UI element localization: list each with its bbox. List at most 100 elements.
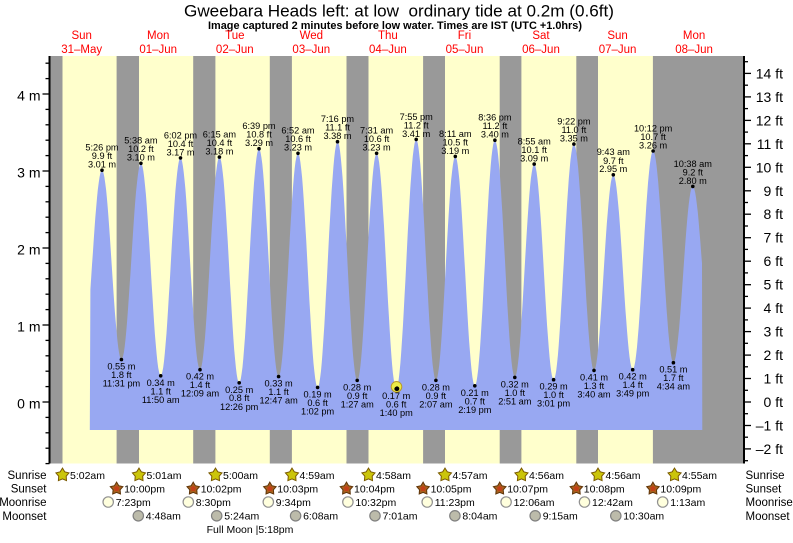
svg-text:Gweebara Heads left: at low o: Gweebara Heads left: at low ordinary tid… xyxy=(184,2,614,21)
svg-text:3.23 m: 3.23 m xyxy=(363,143,391,153)
svg-text:10.7 ft: 10.7 ft xyxy=(640,132,666,142)
svg-text:3.09 m: 3.09 m xyxy=(520,154,548,164)
svg-text:0.9 ft: 0.9 ft xyxy=(426,391,447,401)
svg-text:07–Jun: 07–Jun xyxy=(599,44,637,56)
svg-text:0.6 ft: 0.6 ft xyxy=(307,398,328,408)
svg-text:3.35 m: 3.35 m xyxy=(560,134,588,144)
svg-text:1.3 ft: 1.3 ft xyxy=(584,381,605,391)
svg-text:1.4 ft: 1.4 ft xyxy=(622,380,643,390)
svg-text:6 ft: 6 ft xyxy=(764,253,784,269)
svg-text:4:56am: 4:56am xyxy=(606,470,641,482)
svg-text:3:01 pm: 3:01 pm xyxy=(537,399,571,409)
svg-text:10.6 ft: 10.6 ft xyxy=(285,134,311,144)
svg-text:0.41 m: 0.41 m xyxy=(580,372,608,382)
svg-text:3.38 m: 3.38 m xyxy=(323,131,351,141)
svg-text:5:00am: 5:00am xyxy=(223,470,258,482)
svg-text:03–Jun: 03–Jun xyxy=(292,44,330,56)
svg-text:Moonrise: Moonrise xyxy=(746,497,793,509)
svg-text:10.2 ft: 10.2 ft xyxy=(128,144,154,154)
svg-text:0.51 m: 0.51 m xyxy=(659,365,687,375)
svg-text:7:23pm: 7:23pm xyxy=(116,497,151,509)
svg-text:10:03pm: 10:03pm xyxy=(277,484,318,496)
svg-text:Sunrise: Sunrise xyxy=(8,470,47,482)
svg-text:1:40 pm: 1:40 pm xyxy=(380,408,414,418)
svg-text:9:15am: 9:15am xyxy=(543,511,578,523)
svg-text:04–Jun: 04–Jun xyxy=(369,44,407,56)
svg-text:6:15 am: 6:15 am xyxy=(203,130,237,140)
svg-text:02–Jun: 02–Jun xyxy=(216,44,254,56)
svg-text:4:56am: 4:56am xyxy=(529,470,564,482)
svg-text:Mon: Mon xyxy=(683,30,705,42)
svg-text:12 ft: 12 ft xyxy=(756,112,783,128)
svg-text:–1 ft: –1 ft xyxy=(756,418,783,434)
svg-text:10:08pm: 10:08pm xyxy=(584,484,625,496)
svg-text:3 m: 3 m xyxy=(17,165,40,181)
svg-text:08–Jun: 08–Jun xyxy=(675,44,713,56)
svg-text:0.17 m: 0.17 m xyxy=(382,391,410,401)
svg-text:Sunset: Sunset xyxy=(11,484,48,496)
svg-text:0.33 m: 0.33 m xyxy=(265,379,293,389)
svg-text:4:48am: 4:48am xyxy=(146,511,181,523)
svg-text:8:36 pm: 8:36 pm xyxy=(478,113,512,123)
svg-text:9.2 ft: 9.2 ft xyxy=(683,167,704,177)
svg-text:0 ft: 0 ft xyxy=(764,394,784,410)
svg-text:7:31 am: 7:31 am xyxy=(360,126,394,136)
svg-text:Sun: Sun xyxy=(71,30,91,42)
svg-text:5:01am: 5:01am xyxy=(147,470,182,482)
svg-text:4:58am: 4:58am xyxy=(376,470,411,482)
svg-text:14 ft: 14 ft xyxy=(756,65,783,81)
svg-text:11:23pm: 11:23pm xyxy=(435,497,475,509)
svg-text:12:26 pm: 12:26 pm xyxy=(220,402,259,412)
svg-text:8:04am: 8:04am xyxy=(462,511,497,523)
svg-text:Thu: Thu xyxy=(378,30,398,42)
svg-text:11 ft: 11 ft xyxy=(757,136,783,152)
svg-text:2 m: 2 m xyxy=(17,242,40,258)
svg-text:11.2 ft: 11.2 ft xyxy=(482,121,507,131)
svg-text:2:51 am: 2:51 am xyxy=(498,396,532,406)
svg-text:10:12 pm: 10:12 pm xyxy=(634,123,673,133)
svg-text:4:57am: 4:57am xyxy=(453,470,488,482)
svg-text:11.2 ft: 11.2 ft xyxy=(404,120,429,130)
svg-text:Sunset: Sunset xyxy=(746,484,783,496)
svg-text:10:38 am: 10:38 am xyxy=(674,159,713,169)
svg-text:0.55 m: 0.55 m xyxy=(107,362,135,372)
svg-text:1.0 ft: 1.0 ft xyxy=(543,390,564,400)
svg-text:5:38 am: 5:38 am xyxy=(124,136,158,146)
svg-text:0.29 m: 0.29 m xyxy=(540,382,568,392)
svg-text:11:50 am: 11:50 am xyxy=(142,395,180,405)
svg-text:5 ft: 5 ft xyxy=(764,277,784,293)
svg-text:3.18 m: 3.18 m xyxy=(205,147,233,157)
svg-text:1:02 pm: 1:02 pm xyxy=(301,406,335,416)
svg-text:4:55am: 4:55am xyxy=(682,470,717,482)
svg-text:12:42am: 12:42am xyxy=(592,497,633,509)
svg-text:3:49 pm: 3:49 pm xyxy=(616,389,650,399)
svg-text:2:07 am: 2:07 am xyxy=(419,399,453,409)
svg-text:1:27 am: 1:27 am xyxy=(341,399,375,409)
svg-text:6:39 pm: 6:39 pm xyxy=(242,121,276,131)
svg-text:3.23 m: 3.23 m xyxy=(284,143,312,153)
svg-text:3.40 m: 3.40 m xyxy=(481,130,509,140)
svg-text:10:02pm: 10:02pm xyxy=(201,484,242,496)
svg-text:10.5 ft: 10.5 ft xyxy=(443,137,469,147)
svg-text:–2 ft: –2 ft xyxy=(756,441,783,457)
svg-text:1:13am: 1:13am xyxy=(670,497,705,509)
svg-text:Tue: Tue xyxy=(225,30,244,42)
svg-text:0.34 m: 0.34 m xyxy=(147,378,175,388)
svg-text:1 ft: 1 ft xyxy=(764,371,784,387)
svg-text:12:09 am: 12:09 am xyxy=(181,389,220,399)
svg-text:4:59am: 4:59am xyxy=(300,470,335,482)
svg-text:3.26 m: 3.26 m xyxy=(639,140,667,150)
svg-text:2.95 m: 2.95 m xyxy=(599,164,627,174)
svg-text:1.1 ft: 1.1 ft xyxy=(268,387,289,397)
svg-text:0.7 ft: 0.7 ft xyxy=(465,396,486,406)
svg-text:0.32 m: 0.32 m xyxy=(501,379,529,389)
svg-text:0 m: 0 m xyxy=(17,396,40,412)
svg-text:Mon: Mon xyxy=(147,30,169,42)
svg-text:Fri: Fri xyxy=(458,30,471,42)
svg-text:4:34 am: 4:34 am xyxy=(657,382,691,392)
svg-text:3.41 m: 3.41 m xyxy=(402,129,430,139)
svg-text:3.19 m: 3.19 m xyxy=(441,146,469,156)
svg-text:10.1 ft: 10.1 ft xyxy=(521,145,547,155)
svg-text:8:30pm: 8:30pm xyxy=(196,497,231,509)
svg-text:05–Jun: 05–Jun xyxy=(446,44,484,56)
